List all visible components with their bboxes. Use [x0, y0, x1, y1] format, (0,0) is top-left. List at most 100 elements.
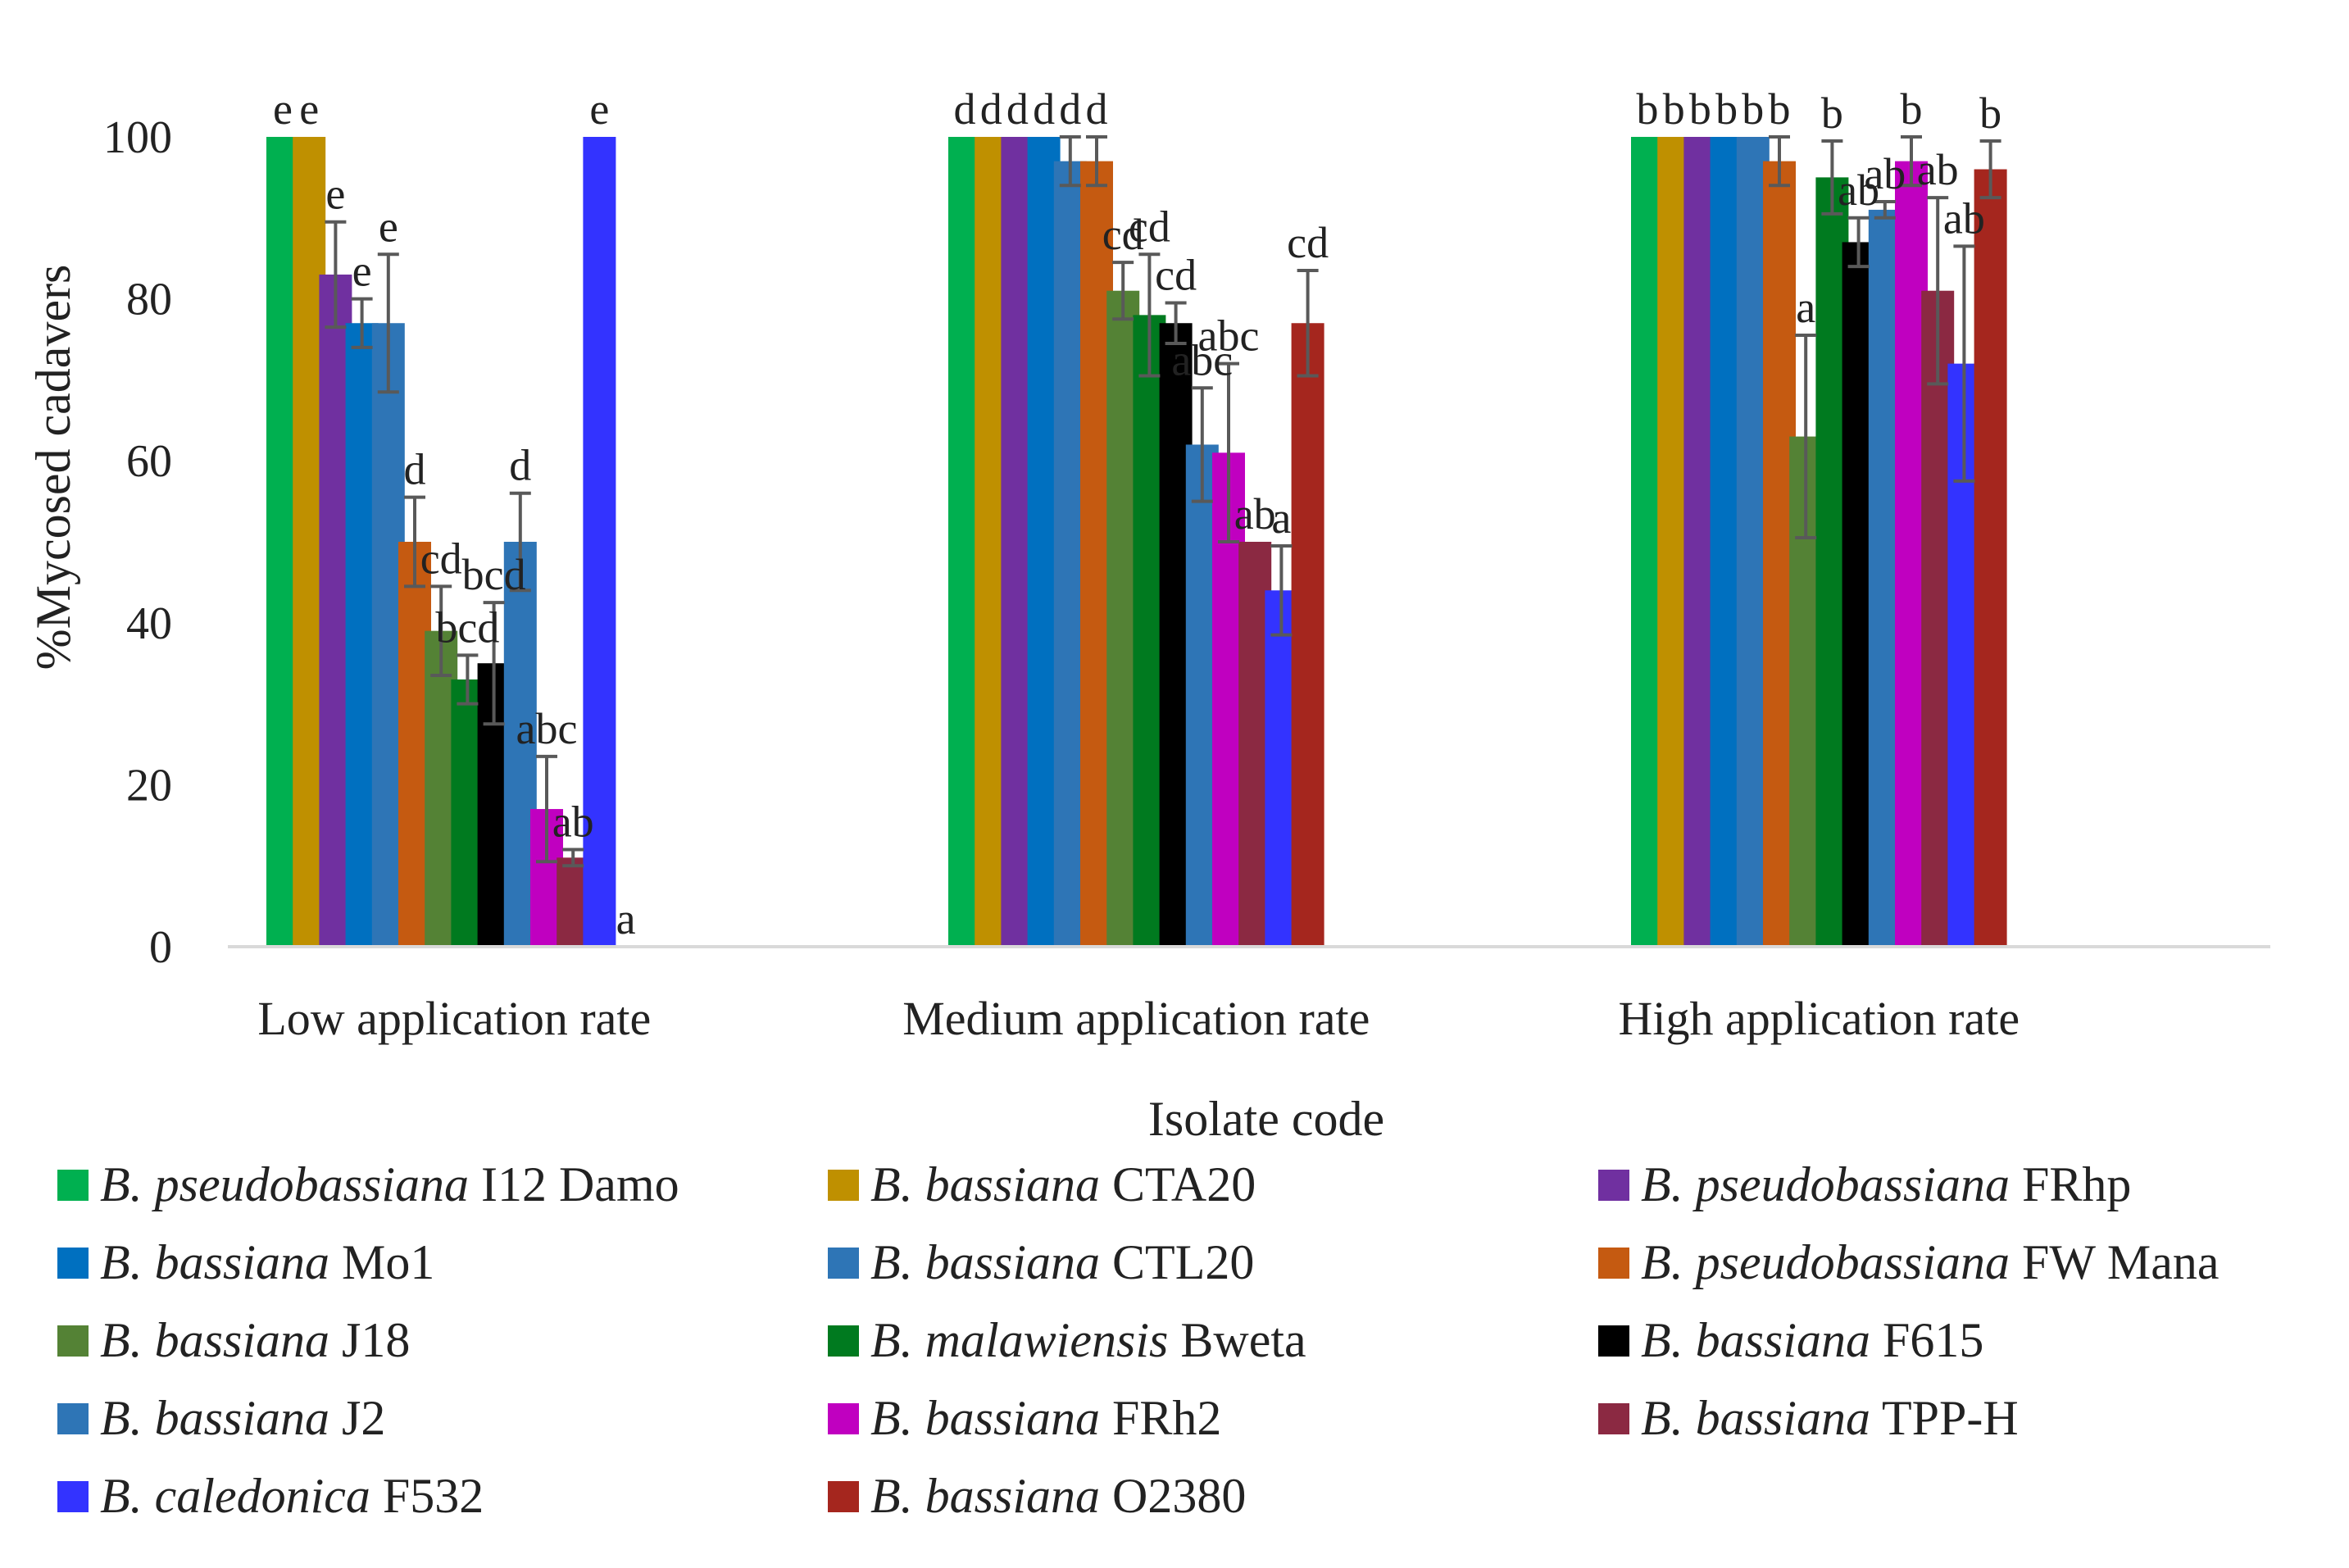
- y-tick-label: 100: [103, 112, 172, 163]
- y-axis-title-group: %Mycosed cadavers: [26, 265, 80, 670]
- legend-species: B. bassiana: [1641, 1391, 1870, 1445]
- legend-species: B. bassiana: [870, 1157, 1100, 1211]
- bar: [583, 137, 616, 947]
- significance-letter: cd: [1129, 202, 1170, 251]
- legend-species: B. malawiensis: [870, 1313, 1168, 1367]
- significance-letter: a: [616, 894, 636, 943]
- legend-swatch: [57, 1481, 89, 1512]
- legend: B. pseudobassiana I12 Damo B. bassiana CT…: [57, 1157, 2220, 1523]
- error-bar: [1979, 139, 2001, 200]
- legend-species: B. bassiana: [100, 1391, 329, 1445]
- significance-letter: e: [589, 84, 609, 134]
- legend-swatch: [1598, 1403, 1629, 1434]
- legend-code: FW Mana: [2010, 1235, 2220, 1289]
- significance-letter: b: [1689, 84, 1711, 134]
- legend-code: CTA20: [1100, 1157, 1256, 1211]
- bar: [1291, 323, 1324, 947]
- error-bar: [1821, 139, 1843, 216]
- significance-letter: b: [1979, 89, 2001, 138]
- significance-letter: cd: [1102, 210, 1144, 259]
- legend-item: B. caledonica F532: [57, 1469, 484, 1523]
- bar: [1974, 169, 2007, 947]
- significance-letter: cd: [1155, 251, 1197, 300]
- legend-code: O2380: [1100, 1469, 1246, 1523]
- legend-code: CTL20: [1100, 1235, 1254, 1289]
- significance-letter: d: [509, 441, 531, 490]
- legend-code: F615: [1870, 1313, 1983, 1367]
- legend-code: J18: [329, 1313, 410, 1367]
- legend-swatch: [1598, 1325, 1629, 1357]
- legend-species: B. bassiana: [1641, 1313, 1870, 1367]
- significance-letter: abc: [516, 704, 578, 753]
- legend-label: B. pseudobassiana FRhp: [1641, 1157, 2131, 1211]
- error-bar: [1138, 252, 1161, 378]
- significance-letter: ab: [1943, 193, 1985, 243]
- legend-swatch: [828, 1403, 859, 1434]
- significance-letter: d: [1086, 84, 1108, 134]
- significance-letter: d: [1006, 84, 1029, 134]
- error-bar: [377, 252, 399, 394]
- legend-label: B. pseudobassiana FW Mana: [1641, 1235, 2220, 1289]
- significance-letter: b: [1821, 89, 1843, 138]
- legend-label: B. bassiana F615: [1641, 1313, 1983, 1367]
- significance-letter: d: [1033, 84, 1055, 134]
- y-axis-title: %Mycosed cadavers: [26, 265, 80, 670]
- legend-species: B. pseudobassiana: [1641, 1157, 2010, 1211]
- legend-code: F532: [370, 1469, 484, 1523]
- significance-letter: ab: [1234, 489, 1276, 539]
- legend-item: B. bassiana TPP-H: [1598, 1391, 2019, 1445]
- legend-swatch: [57, 1325, 89, 1357]
- error-bar: [1191, 386, 1213, 503]
- legend-swatch: [1598, 1248, 1629, 1279]
- category-labels: Low application rate Medium application r…: [257, 992, 2020, 1045]
- error-bar: [404, 495, 425, 589]
- significance-letter: b: [1637, 84, 1659, 134]
- legend-swatch: [828, 1481, 859, 1512]
- significance-letter: a: [1796, 283, 1815, 332]
- significance-letter: b: [1715, 84, 1738, 134]
- error-bar: [351, 297, 373, 349]
- legend-item: B. bassiana CTA20: [828, 1157, 1256, 1211]
- legend-item: B. malawiensis Bweta: [828, 1313, 1306, 1367]
- y-tick-label: 0: [149, 922, 172, 973]
- significance-letter: d: [980, 84, 1002, 134]
- legend-code: FRh2: [1100, 1391, 1221, 1445]
- legend-item: B. bassiana CTL20: [828, 1235, 1254, 1289]
- legend-swatch: [1598, 1170, 1629, 1201]
- error-bars: [325, 135, 2001, 868]
- significance-letter: cd: [420, 534, 462, 583]
- error-bar: [483, 601, 505, 726]
- significance-letter: e: [299, 84, 319, 134]
- significance-letter: b: [1901, 84, 1923, 134]
- significance-letter: ab: [1838, 166, 1879, 215]
- legend-species: B. pseudobassiana: [100, 1157, 469, 1211]
- error-bar: [1874, 200, 1896, 220]
- error-bar: [1059, 135, 1081, 188]
- error-bar: [457, 653, 479, 706]
- significance-letter: d: [954, 84, 976, 134]
- error-bar: [1795, 334, 1817, 540]
- legend-item: B. bassiana F615: [1598, 1313, 1983, 1367]
- error-bar: [325, 220, 347, 330]
- significance-letter: ab: [1917, 145, 1959, 194]
- significance-letter: bcd: [435, 602, 499, 652]
- significance-letter: d: [1059, 84, 1081, 134]
- error-bar: [1218, 361, 1239, 543]
- y-tick-label: 60: [126, 436, 172, 487]
- significance-letter: e: [379, 202, 398, 251]
- significance-letter: ab: [1864, 149, 1906, 198]
- error-bar: [1953, 244, 1975, 483]
- legend-label: B. bassiana O2380: [870, 1469, 1246, 1523]
- error-bar: [1270, 543, 1293, 637]
- legend-code: Mo1: [329, 1235, 434, 1289]
- y-ticks: 0 20 40 60 80 100: [103, 112, 172, 973]
- legend-item: B. bassiana J2: [57, 1391, 385, 1445]
- error-bar: [562, 848, 584, 868]
- legend-code: I12 Damo: [469, 1157, 679, 1211]
- legend-label: B. malawiensis Bweta: [870, 1313, 1306, 1367]
- error-bar: [1086, 135, 1107, 188]
- error-bar: [1927, 196, 1949, 386]
- significance-letter: b: [1769, 84, 1791, 134]
